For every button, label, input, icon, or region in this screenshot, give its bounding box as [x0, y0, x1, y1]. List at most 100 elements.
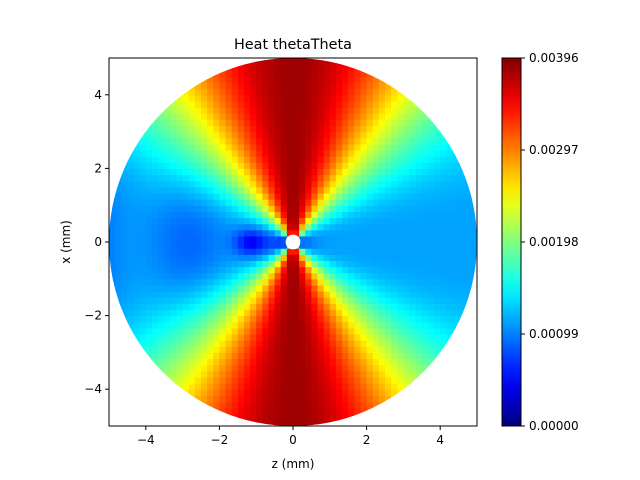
heat-cell: [121, 321, 128, 329]
heat-cell: [446, 291, 454, 298]
heat-cell: [213, 327, 220, 335]
heat-cell: [409, 168, 417, 176]
heat-cell: [225, 407, 233, 415]
heat-cell: [219, 291, 227, 298]
heat-cell: [194, 186, 202, 194]
heat-cell: [440, 205, 447, 212]
heat-cell: [109, 186, 116, 194]
heat-cell: [158, 235, 165, 243]
heat-cell: [440, 260, 447, 268]
heat-cell: [219, 150, 227, 157]
heat-cell: [151, 217, 159, 225]
heat-cell: [250, 186, 257, 194]
heat-cell: [170, 327, 178, 335]
heat-cell: [243, 180, 251, 188]
heat-cell: [250, 199, 257, 206]
heat-cell: [225, 100, 233, 108]
heat-cell: [280, 248, 288, 255]
heat-cell: [213, 192, 220, 200]
heat-cell: [164, 174, 171, 182]
heat-cell: [323, 389, 331, 396]
x-axis-label: z (mm): [272, 457, 315, 471]
heat-cell: [207, 168, 214, 176]
heat-cell: [372, 291, 380, 298]
heat-cell: [348, 309, 355, 317]
heat-cell: [366, 94, 374, 102]
heat-cell: [280, 186, 288, 194]
heat-cell: [464, 291, 472, 298]
heat-cell: [256, 113, 263, 120]
heat-cell: [176, 107, 184, 114]
heat-cell: [139, 180, 147, 188]
heat-cell: [348, 346, 355, 353]
heat-cell: [207, 223, 214, 231]
heat-cell: [219, 340, 227, 347]
heat-cell: [305, 205, 312, 212]
heat-cell: [158, 192, 165, 200]
heat-cell: [299, 150, 306, 157]
heat-cell: [158, 125, 165, 133]
heat-cell: [348, 107, 355, 114]
heat-cell: [158, 291, 165, 298]
heat-cell: [231, 211, 239, 219]
heat-cell: [121, 235, 128, 243]
heat-cell: [421, 223, 429, 231]
heat-cell: [391, 242, 398, 249]
heat-cell: [250, 94, 257, 102]
heat-cell: [274, 352, 282, 360]
heat-cell: [378, 383, 386, 390]
heat-cell: [378, 125, 386, 133]
heat-cell: [458, 321, 466, 329]
heat-cell: [256, 211, 263, 219]
heat-cell: [458, 186, 466, 194]
heat-cell: [378, 309, 386, 317]
heat-cell: [250, 321, 257, 329]
heat-cell: [237, 186, 245, 194]
heat-cell: [213, 113, 220, 120]
heat-cell: [121, 211, 128, 219]
heat-cell: [243, 192, 251, 200]
heat-cell: [225, 107, 233, 114]
heat-cell: [360, 217, 368, 225]
heat-cell: [366, 309, 374, 317]
heat-cell: [403, 340, 411, 347]
heat-cell: [207, 211, 214, 219]
heat-cell: [342, 64, 349, 71]
heat-cell: [311, 297, 319, 304]
heat-cell: [207, 291, 214, 298]
heat-cell: [415, 242, 423, 249]
heat-cell: [280, 352, 288, 360]
heat-cell: [274, 88, 282, 96]
heat-cell: [440, 211, 447, 219]
heat-cell: [427, 272, 435, 280]
heat-cell: [164, 107, 171, 114]
heat-cell: [458, 278, 466, 286]
heat-cell: [342, 137, 349, 145]
heat-cell: [231, 205, 239, 212]
heat-cell: [299, 186, 306, 194]
heat-cell: [317, 389, 325, 396]
heat-cell: [354, 113, 362, 120]
heat-cell: [256, 199, 263, 206]
heat-cell: [470, 266, 477, 274]
heat-cell: [409, 383, 417, 390]
heat-cell: [231, 291, 239, 298]
heat-cell: [109, 248, 116, 255]
heat-cell: [372, 143, 380, 151]
heat-cell: [139, 223, 147, 231]
heat-cell: [164, 327, 171, 335]
heat-cell: [170, 125, 178, 133]
heat-cell: [256, 223, 263, 231]
heat-cell: [415, 248, 423, 255]
heat-cell: [427, 174, 435, 182]
heat-cell: [274, 180, 282, 188]
heat-cell: [194, 340, 202, 347]
heat-cell: [268, 174, 276, 182]
heat-cell: [409, 217, 417, 225]
heat-cell: [470, 229, 477, 237]
heat-cell: [286, 58, 294, 65]
heat-cell: [317, 100, 325, 108]
heat-cell: [415, 180, 423, 188]
heat-cell: [458, 229, 466, 237]
heat-cell: [280, 143, 288, 151]
